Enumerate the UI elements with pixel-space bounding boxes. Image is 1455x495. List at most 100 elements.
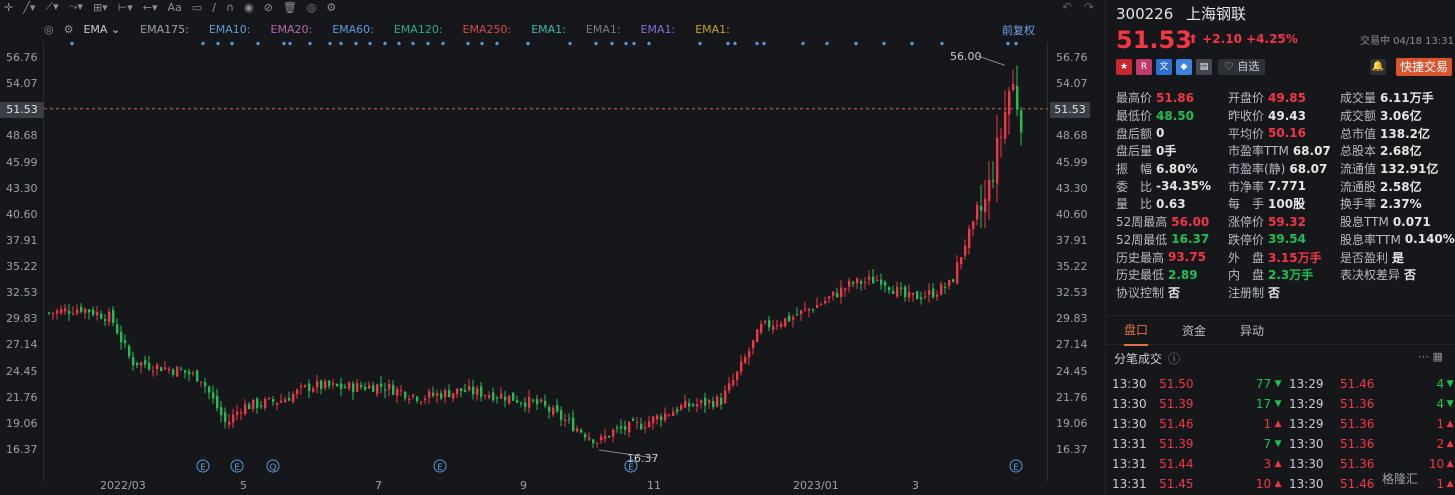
x-axis-label: 11 bbox=[647, 479, 661, 492]
more-icon[interactable]: ⋯ bbox=[1418, 350, 1429, 363]
settings-icon[interactable]: ⚙ bbox=[326, 0, 337, 14]
current-price-tag-right: 51.53 bbox=[1050, 102, 1090, 119]
candle-body bbox=[980, 206, 983, 211]
candle-body bbox=[800, 310, 803, 315]
candle-body bbox=[60, 309, 63, 314]
candle-body bbox=[164, 367, 167, 370]
candle-body bbox=[644, 427, 647, 429]
candle-body bbox=[716, 396, 719, 407]
translate-icon: 文 bbox=[1156, 59, 1172, 75]
candle-body bbox=[464, 389, 467, 392]
brush-icon[interactable]: ∕ bbox=[212, 0, 216, 14]
candle-body bbox=[408, 398, 411, 400]
line-tool-icon[interactable]: ╱▾ bbox=[23, 0, 36, 14]
event-marker bbox=[631, 41, 637, 46]
kline-chart[interactable]: ◎ ⚙ EMA ⌄ EMA175: EMA10: EMA20: EMA60: EMA12… bbox=[0, 14, 1100, 495]
stat-key: 昨收价 bbox=[1228, 109, 1265, 124]
candle-body bbox=[952, 279, 955, 282]
range-tool-icon[interactable]: ⊢▾ bbox=[117, 0, 133, 14]
stat-row: 盘后额 0 平均价 50.16 总市值 138.2亿 bbox=[1116, 124, 1455, 142]
quick-trade-button[interactable]: 快捷交易 bbox=[1396, 58, 1453, 76]
layers-icon[interactable]: ◎ bbox=[306, 0, 317, 14]
tick-price: 51.46 bbox=[1340, 377, 1375, 391]
eye-small-icon[interactable]: ◎ bbox=[44, 22, 54, 36]
event-marker bbox=[494, 41, 500, 46]
adjust-mode[interactable]: 前复权 bbox=[1002, 24, 1035, 37]
crosshair-icon[interactable]: ✛ bbox=[4, 0, 14, 14]
ema-item[interactable]: EMA1: bbox=[531, 22, 566, 36]
ema-item[interactable]: EMA20: bbox=[270, 22, 313, 36]
magnet-icon[interactable]: ∩ bbox=[225, 0, 234, 14]
ray-tool-icon[interactable]: ⟋▾ bbox=[45, 0, 59, 13]
candle-body bbox=[212, 392, 215, 399]
candle-body bbox=[288, 398, 291, 401]
candle-body bbox=[196, 370, 199, 382]
ema-item[interactable]: EMA1: bbox=[695, 22, 730, 36]
candle-body bbox=[672, 411, 675, 416]
tick-arrow-icon: ▼ bbox=[1274, 399, 1282, 409]
ema-item[interactable]: EMA60: bbox=[332, 22, 374, 36]
path-tool-icon[interactable]: ⤳▾ bbox=[68, 0, 83, 13]
bell-icon[interactable]: 🔔 bbox=[1370, 59, 1386, 75]
stat-key: 历史最高 bbox=[1116, 250, 1165, 265]
candle-body bbox=[208, 386, 211, 393]
tick-row: 13:30 51.46 1 ▲ 13:29 51.36 1 ▲ bbox=[1112, 414, 1455, 434]
redo-icon[interactable]: ↷ bbox=[1084, 0, 1095, 14]
candle-body bbox=[640, 423, 643, 430]
stat-cell: 市净率 7.771 bbox=[1228, 178, 1340, 195]
stat-row: 协议控制否注册制否 bbox=[1116, 284, 1455, 302]
hide-icon[interactable]: ⊘ bbox=[263, 0, 273, 14]
tick-price: 51.36 bbox=[1340, 397, 1375, 411]
trash-icon[interactable]: 🗑 bbox=[282, 0, 297, 14]
tab-1[interactable]: 资金 bbox=[1182, 323, 1207, 338]
tick-volume: 77 bbox=[1255, 377, 1272, 391]
y-axis-label-right: 48.68 bbox=[1056, 129, 1088, 143]
measure-tool-icon[interactable]: ⊞▾ bbox=[92, 0, 108, 14]
tab-0[interactable]: 盘口 bbox=[1124, 315, 1149, 346]
ema-item[interactable]: EMA1: bbox=[640, 22, 676, 36]
arrow-tool-icon[interactable]: ←▾ bbox=[142, 0, 158, 14]
tab-2[interactable]: 异动 bbox=[1240, 323, 1265, 338]
ema-item[interactable]: EMA175: bbox=[140, 22, 189, 36]
undo-icon[interactable]: ↶ bbox=[1062, 0, 1073, 14]
candle-body bbox=[796, 314, 799, 316]
ema-item[interactable]: EMA250: bbox=[462, 22, 512, 36]
candle-body bbox=[948, 279, 951, 286]
event-marker bbox=[287, 41, 293, 46]
candle-body bbox=[260, 405, 263, 407]
stat-value: 16.37 bbox=[1171, 232, 1210, 247]
candle-body bbox=[576, 428, 579, 432]
stat-value: 3.15万手 bbox=[1268, 250, 1322, 265]
ema-selector[interactable]: EMA ⌄ bbox=[83, 22, 121, 36]
tick-time: 13:31 bbox=[1112, 437, 1147, 451]
stat-key: 注册制 bbox=[1228, 285, 1265, 300]
event-badge bbox=[196, 459, 210, 473]
event-marker bbox=[593, 41, 599, 46]
ticks-table: 13:30 51.50 77 ▼ 13:29 51.46 4 ▼ 13:30 51.39 17 ▼ 13… bbox=[1112, 374, 1455, 494]
ema-item[interactable]: EMA1: bbox=[585, 22, 621, 36]
candle-body bbox=[508, 395, 511, 404]
eye-icon[interactable]: ◉ bbox=[244, 0, 254, 14]
stat-cell: 量 比 0.63 bbox=[1116, 195, 1228, 212]
candle-body bbox=[232, 414, 235, 423]
candle-body bbox=[84, 308, 87, 313]
text-tool[interactable]: Aa bbox=[167, 0, 182, 14]
ema-item[interactable]: EMA10: bbox=[208, 22, 251, 36]
stat-value: 50.16 bbox=[1268, 126, 1306, 141]
stat-row: 盘后量 0手 市盈率TTM 68.07 总股本 2.68亿 bbox=[1116, 142, 1455, 160]
add-watchlist-button[interactable]: ♡ 自选 bbox=[1218, 59, 1266, 75]
y-axis-label-right: 19.06 bbox=[1056, 416, 1088, 430]
quote-panel: 300226 上海钢联 51.53 ⬆ +2.10 +4.25% 交易中 04/… bbox=[1105, 0, 1455, 495]
event-marker bbox=[881, 41, 887, 46]
gear-small-icon[interactable]: ⚙ bbox=[63, 22, 74, 36]
tick-arrow-icon: ▲ bbox=[1446, 439, 1454, 449]
comment-icon[interactable]: ▭ bbox=[191, 0, 203, 14]
event-badge bbox=[433, 459, 447, 473]
info-icon[interactable]: ⓘ bbox=[1168, 352, 1181, 366]
candle-body bbox=[864, 281, 867, 283]
candle-body bbox=[400, 390, 403, 392]
candle-body bbox=[632, 418, 635, 421]
y-axis-label-right: 16.37 bbox=[1056, 443, 1088, 456]
ema-item[interactable]: EMA120: bbox=[393, 22, 443, 36]
expand-icon[interactable]: ▦ bbox=[1432, 350, 1443, 363]
